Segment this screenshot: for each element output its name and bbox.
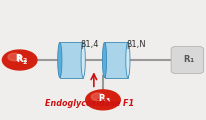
Text: 2: 2 xyxy=(23,60,27,65)
Ellipse shape xyxy=(102,42,107,78)
Text: R: R xyxy=(16,55,23,65)
FancyBboxPatch shape xyxy=(60,42,83,78)
FancyBboxPatch shape xyxy=(171,47,204,73)
Ellipse shape xyxy=(58,42,62,78)
Text: 1: 1 xyxy=(190,58,194,63)
Circle shape xyxy=(86,90,120,110)
Text: 2: 2 xyxy=(22,58,26,63)
Circle shape xyxy=(91,93,104,101)
Circle shape xyxy=(2,50,37,70)
Text: R: R xyxy=(98,94,105,103)
Ellipse shape xyxy=(81,42,85,78)
Ellipse shape xyxy=(126,42,130,78)
Text: 3: 3 xyxy=(105,98,110,103)
Text: β1,N: β1,N xyxy=(127,40,146,49)
Circle shape xyxy=(8,53,21,61)
FancyBboxPatch shape xyxy=(104,42,128,78)
Text: R: R xyxy=(15,54,22,63)
Text: β1,4: β1,4 xyxy=(81,40,99,49)
Text: R: R xyxy=(183,55,190,64)
Text: Endoglycosidase F1: Endoglycosidase F1 xyxy=(45,99,134,108)
